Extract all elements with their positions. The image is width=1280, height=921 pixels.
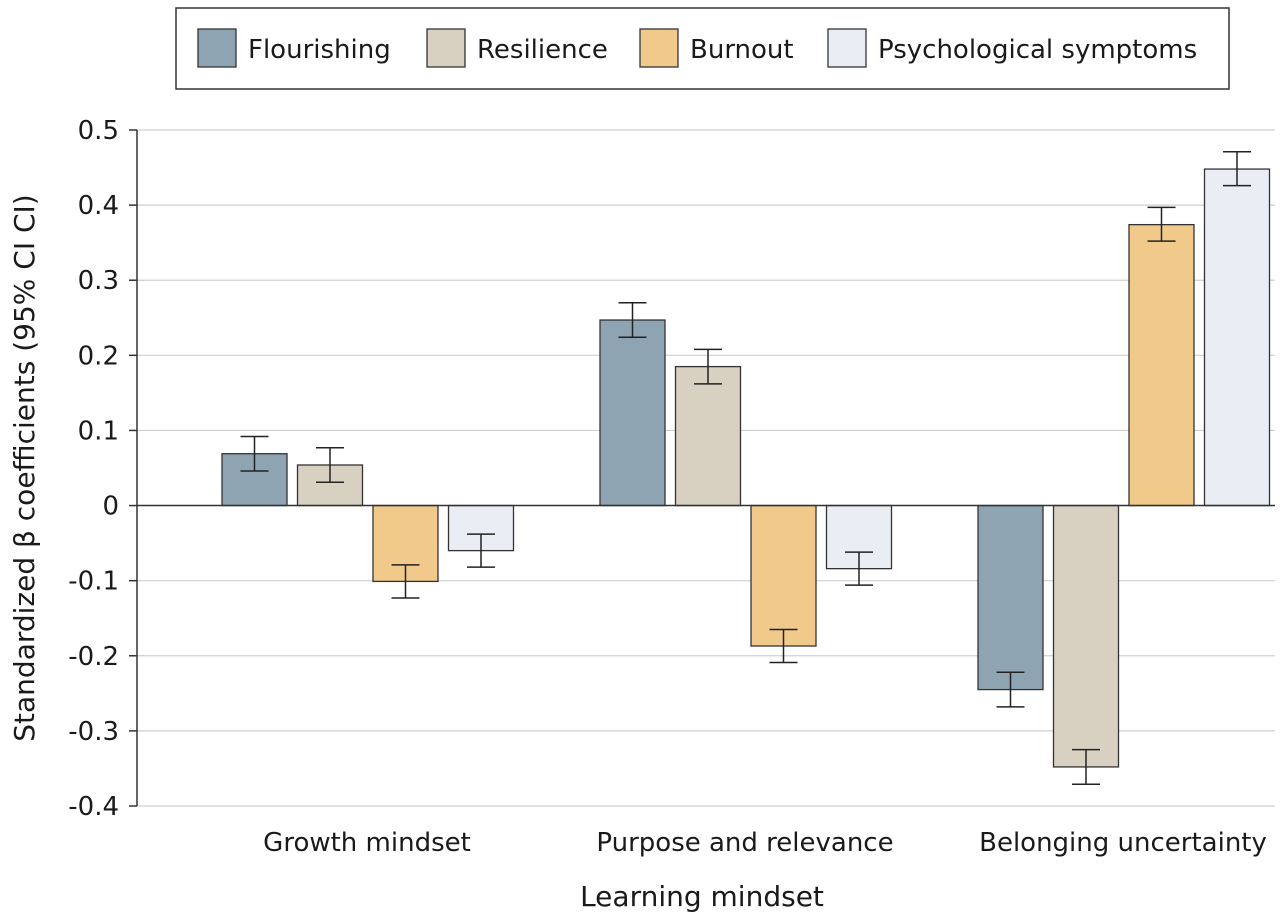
- bar: [1052, 504, 1120, 768]
- y-tick-label: -0.2: [68, 642, 119, 672]
- legend-label: Flourishing: [248, 35, 391, 65]
- y-tick-labels: 0.5 0.4 0.3 0.2 0.1 0 -0.1 -0.2 -0.3 -0.4: [68, 116, 119, 822]
- y-tick-label: -0.1: [68, 567, 119, 597]
- bar: [674, 365, 742, 507]
- x-category-label: Purpose and relevance: [596, 828, 893, 858]
- legend-swatch: [197, 28, 237, 68]
- bar: [599, 319, 666, 507]
- y-tick-label: 0.1: [78, 416, 119, 446]
- legend-label: Burnout: [690, 35, 794, 65]
- legend-swatch: [426, 28, 466, 68]
- x-axis-title: Learning mindset: [580, 880, 824, 913]
- x-category-labels: Growth mindset Purpose and relevance Belon…: [263, 828, 1267, 858]
- bar: [977, 504, 1044, 691]
- y-tick-label: 0.2: [78, 341, 119, 371]
- x-category-label: Growth mindset: [263, 828, 471, 858]
- legend-box: [175, 7, 1230, 90]
- legend-swatch: [639, 28, 679, 68]
- legend: Flourishing Resilience Burnout Psychologica…: [175, 7, 1230, 90]
- y-tick-label: -0.3: [68, 717, 119, 747]
- x-category-label: Belonging uncertainty: [979, 828, 1267, 858]
- bar: [750, 504, 817, 647]
- y-tick-label: -0.4: [68, 792, 119, 822]
- y-axis-title: Standardized β coefficients (95% CI CI): [8, 194, 41, 741]
- bar: [1203, 168, 1271, 507]
- y-tick-label: 0: [102, 492, 119, 522]
- bar: [1128, 223, 1195, 507]
- legend-swatch: [827, 28, 867, 68]
- error-bars: [240, 151, 1251, 785]
- bars: [221, 168, 1271, 768]
- legend-label: Resilience: [477, 35, 608, 65]
- legend-label: Psychological symptoms: [878, 35, 1197, 65]
- y-tick-label: 0.3: [78, 266, 119, 296]
- y-tick-label: 0.4: [78, 191, 119, 221]
- axes: [129, 129, 1275, 807]
- y-tick-label: 0.5: [78, 116, 119, 146]
